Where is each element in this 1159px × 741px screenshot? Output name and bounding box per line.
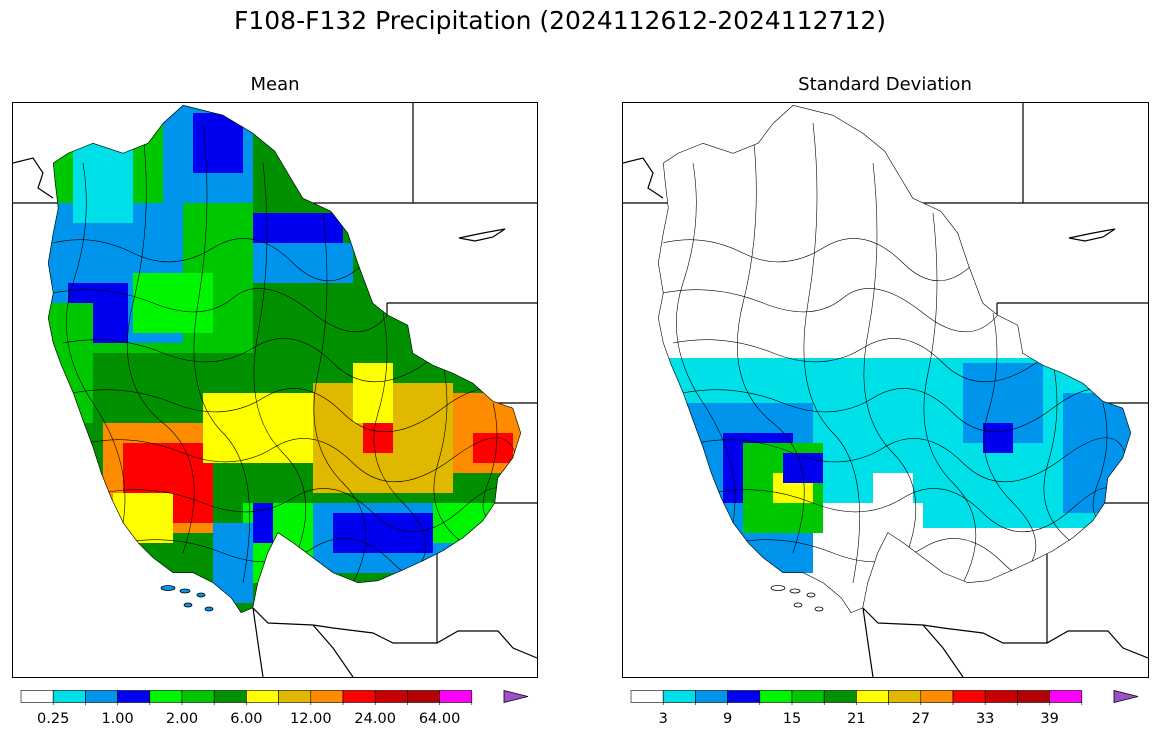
figure-title: F108-F132 Precipitation (2024112612-2024… xyxy=(233,6,886,35)
colorbar-swatch xyxy=(374,690,408,703)
colorbar-swatch xyxy=(149,690,183,703)
colorbar-swatch xyxy=(630,690,664,703)
colorbar-swatch xyxy=(85,690,118,703)
colorbar-swatch xyxy=(984,690,1018,703)
colorbar-swatch xyxy=(823,690,857,703)
colorbar-tick-label: 1.00 xyxy=(101,711,134,727)
colorbar-tick-label: 0.25 xyxy=(37,711,70,727)
colorbar-swatch xyxy=(213,690,247,703)
mean-map xyxy=(12,102,538,678)
colorbar-tick-label: 24.00 xyxy=(354,711,396,727)
colorbar-swatch xyxy=(791,690,825,703)
colorbar-tick-label: 9 xyxy=(722,711,733,727)
colorbar-swatch xyxy=(246,690,279,703)
colorbar-swatch xyxy=(727,690,761,703)
stddev-colorbar xyxy=(630,689,1139,705)
colorbar-swatch xyxy=(952,690,986,703)
colorbar-tick-label: 33 xyxy=(975,711,995,727)
colorbar-tick-label: 64.00 xyxy=(418,711,461,727)
colorbar-swatch xyxy=(52,690,86,703)
colorbar-swatch xyxy=(342,690,376,703)
colorbar-tick-label: 39 xyxy=(1040,711,1059,727)
stddev-panel-title: Standard Deviation xyxy=(798,74,972,95)
colorbar-swatch xyxy=(407,690,440,703)
colorbar-swatch xyxy=(888,690,922,703)
colorbar-swatch xyxy=(1049,690,1083,703)
colorbar-swatch xyxy=(856,690,889,703)
colorbar-tick-label: 12.00 xyxy=(290,711,332,727)
colorbar-swatch xyxy=(117,690,151,703)
colorbar-swatch xyxy=(20,690,54,703)
stddev-map xyxy=(622,102,1149,678)
colorbar-swatch xyxy=(310,690,344,703)
mean-panel-title: Mean xyxy=(250,74,300,95)
colorbar-swatch xyxy=(439,690,473,703)
colorbar-tick-label: 21 xyxy=(847,711,866,727)
mean-colorbar xyxy=(20,689,529,705)
colorbar-tick-label: 27 xyxy=(911,711,931,727)
colorbar-tick-label: 15 xyxy=(782,711,802,727)
colorbar-swatch xyxy=(695,690,728,703)
colorbar-swatch xyxy=(278,690,312,703)
colorbar-tick-label: 6.00 xyxy=(230,711,263,727)
colorbar-tick-label: 3 xyxy=(658,711,668,727)
colorbar-swatch xyxy=(662,690,696,703)
colorbar-tick-label: 2.00 xyxy=(165,711,199,727)
colorbar-swatch xyxy=(759,690,793,703)
colorbar-swatch xyxy=(1017,690,1050,703)
colorbar-swatch xyxy=(920,690,954,703)
colorbar-swatch xyxy=(181,690,215,703)
